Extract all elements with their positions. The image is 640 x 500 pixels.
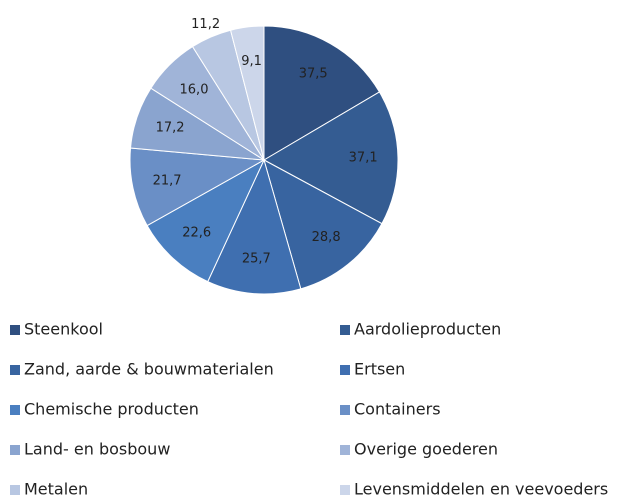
pie-slice bbox=[262, 91, 399, 225]
legend-label: Chemische producten bbox=[24, 400, 199, 419]
data-label: 16,0 bbox=[180, 82, 209, 97]
pie-slice bbox=[229, 25, 265, 161]
legend-label: Zand, aarde & bouwmaterialen bbox=[24, 360, 274, 379]
legend-swatch bbox=[10, 405, 20, 415]
legend-swatch bbox=[340, 485, 350, 495]
legend-swatch bbox=[340, 445, 350, 455]
legend-label: Aardolieproducten bbox=[354, 320, 501, 339]
legend-label: Metalen bbox=[24, 480, 88, 499]
data-label: 22,6 bbox=[182, 225, 211, 240]
pie-slice bbox=[129, 147, 266, 227]
data-label: 37,5 bbox=[299, 66, 328, 81]
legend-swatch bbox=[340, 405, 350, 415]
data-label: 28,8 bbox=[312, 230, 341, 245]
legend-label: Levensmiddelen en veevoeders bbox=[354, 480, 608, 499]
legend-swatch bbox=[340, 325, 350, 335]
data-label: 11,2 bbox=[191, 17, 220, 32]
pie-slice bbox=[263, 25, 381, 161]
legend-swatch bbox=[10, 485, 20, 495]
pie-slice bbox=[207, 158, 302, 295]
data-label: 25,7 bbox=[242, 251, 271, 266]
legend-swatch bbox=[10, 445, 20, 455]
legend-swatch bbox=[340, 365, 350, 375]
data-label: 9,1 bbox=[241, 54, 262, 69]
data-label: 37,1 bbox=[349, 151, 378, 166]
data-label: 21,7 bbox=[153, 173, 182, 188]
legend-swatch bbox=[10, 365, 20, 375]
legend-label: Containers bbox=[354, 400, 441, 419]
data-label: 17,2 bbox=[156, 121, 185, 136]
pie-slice bbox=[263, 158, 383, 290]
legend-label: Steenkool bbox=[24, 320, 103, 339]
pie-slice bbox=[146, 158, 266, 283]
legend-label: Land- en bosbouw bbox=[24, 440, 170, 459]
legend-label: Overige goederen bbox=[354, 440, 498, 459]
legend-swatch bbox=[10, 325, 20, 335]
legend-label: Ertsen bbox=[354, 360, 405, 379]
